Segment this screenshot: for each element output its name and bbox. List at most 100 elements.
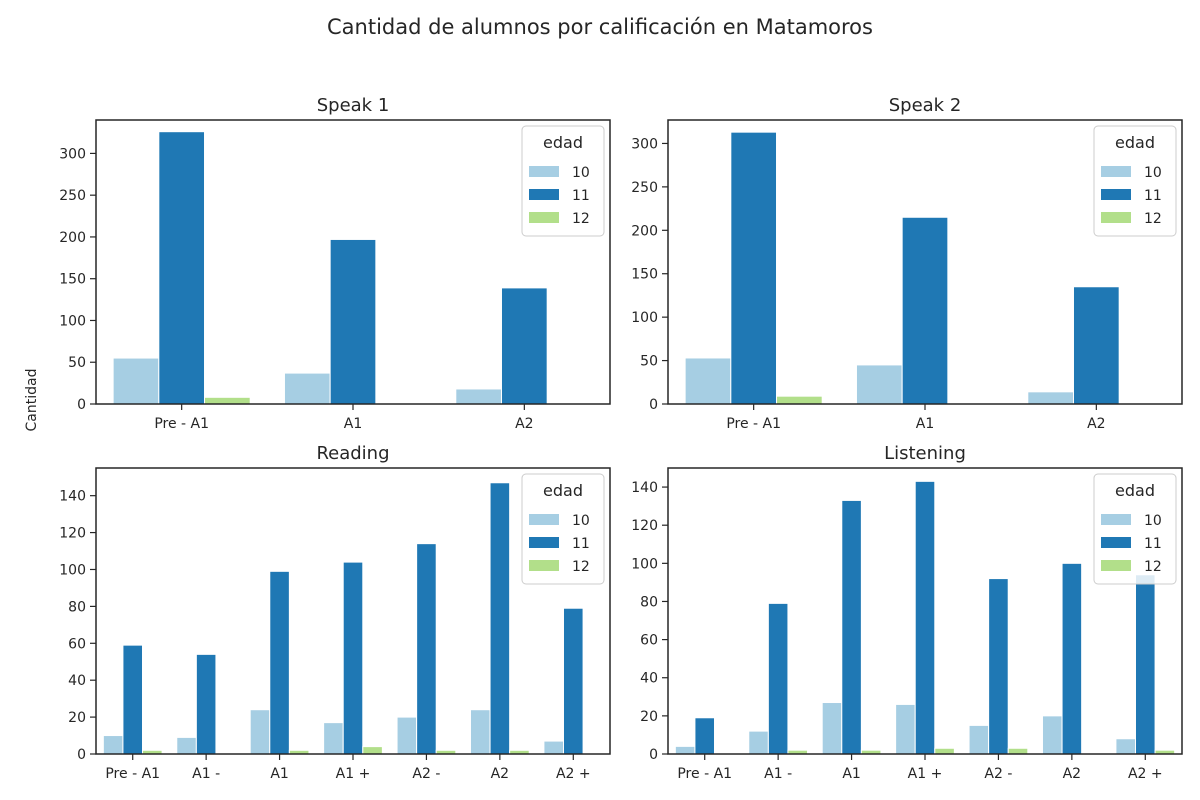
y-tick-label: 300 — [631, 136, 658, 152]
y-tick-label: 100 — [59, 562, 86, 578]
bar-12-0 — [776, 395, 823, 405]
legend-swatch-11 — [1101, 537, 1131, 548]
bar-12-3 — [934, 747, 955, 755]
bar-11-5 — [1061, 562, 1083, 755]
bar-10-1 — [855, 364, 903, 405]
legend-label: 10 — [1144, 513, 1162, 529]
y-tick-label: 60 — [640, 633, 658, 649]
bar-10-4 — [396, 716, 418, 755]
y-tick-label: 150 — [631, 267, 658, 283]
y-tick-label: 0 — [77, 397, 86, 413]
bar-10-1 — [283, 372, 331, 405]
x-tick-label: A1 - — [192, 766, 220, 782]
x-tick-label: Pre - A1 — [677, 766, 732, 782]
y-tick-label: 20 — [68, 710, 86, 726]
x-tick-label: A1 — [270, 766, 288, 782]
legend-swatch-10 — [1101, 166, 1131, 177]
x-tick-label: Pre - A1 — [105, 766, 160, 782]
bar-11-0 — [730, 131, 778, 405]
bar-11-5 — [489, 482, 511, 755]
bar-11-2 — [841, 499, 862, 755]
bar-12-0 — [204, 396, 251, 405]
bar-10-6 — [543, 740, 564, 755]
legend-label: 11 — [572, 188, 590, 204]
y-tick-label: 60 — [68, 636, 86, 652]
subplot-2: Reading 0 20 40 60 80 100 120 140 Pre - A1 A1 - A1 A… — [59, 443, 611, 782]
bar-11-3 — [342, 561, 364, 755]
y-tick-label: 140 — [631, 480, 658, 496]
x-tick-label: A2 + — [1128, 766, 1163, 782]
bar-10-3 — [895, 703, 916, 755]
x-tick-label: A1 — [916, 416, 934, 432]
bar-11-2 — [500, 287, 548, 405]
y-tick-label: 0 — [77, 747, 86, 763]
bar-10-1 — [748, 730, 769, 755]
subplot-title: Listening — [884, 443, 966, 464]
x-tick-label: A2 — [491, 766, 509, 782]
legend-swatch-12 — [1101, 560, 1131, 571]
x-tick-label: A1 - — [764, 766, 792, 782]
legend: edad 10 11 12 — [521, 473, 605, 585]
bar-10-2 — [821, 702, 843, 755]
legend-label: 11 — [1144, 188, 1162, 204]
legend-swatch-12 — [529, 212, 559, 223]
legend-label: 10 — [572, 165, 590, 181]
bar-11-6 — [1134, 574, 1156, 755]
bar-11-0 — [158, 131, 206, 405]
legend-title: edad — [543, 481, 583, 500]
y-tick-label: 80 — [640, 594, 658, 610]
axes-frame — [667, 467, 1183, 755]
bar-11-1 — [329, 238, 377, 405]
bar-10-2 — [249, 709, 271, 755]
y-tick-label: 150 — [59, 272, 86, 288]
y-tick-label: 120 — [631, 518, 658, 534]
y-tick-label: 250 — [59, 188, 86, 204]
bar-12-4 — [1007, 747, 1029, 755]
subplot-title: Speak 1 — [317, 95, 390, 116]
bar-11-0 — [122, 644, 144, 755]
x-tick-label: A1 — [842, 766, 860, 782]
legend-swatch-10 — [529, 514, 559, 525]
legend-swatch-11 — [1101, 189, 1131, 200]
legend: edad 10 11 12 — [1093, 473, 1177, 585]
legend-box — [521, 125, 605, 237]
subplot-title: Reading — [316, 443, 389, 464]
bar-11-2 — [1072, 286, 1120, 405]
axes-frame — [95, 119, 611, 405]
y-tick-label: 0 — [649, 397, 658, 413]
bar-10-5 — [1041, 715, 1063, 755]
bar-10-0 — [674, 745, 696, 755]
x-tick-label: A2 — [1087, 416, 1105, 432]
x-tick-label: A2 — [515, 416, 533, 432]
legend: edad 10 11 12 — [521, 125, 605, 237]
legend-title: edad — [543, 133, 583, 152]
y-tick-label: 50 — [68, 355, 86, 371]
legend-label: 12 — [1144, 559, 1162, 575]
y-axis-label: Cantidad — [24, 369, 40, 432]
x-tick-label: A2 - — [984, 766, 1012, 782]
bar-11-4 — [988, 578, 1009, 755]
bar-10-0 — [102, 735, 124, 755]
legend-label: 12 — [572, 211, 590, 227]
subplot-0: Speak 1 0 50 100 150 200 250 300 Pre - A1 A1 A2 eda… — [59, 95, 611, 432]
legend-swatch-12 — [1101, 212, 1131, 223]
bar-11-6 — [562, 607, 584, 755]
y-tick-label: 100 — [631, 556, 658, 572]
y-tick-label: 80 — [68, 599, 86, 615]
y-tick-label: 40 — [640, 671, 658, 687]
y-tick-label: 200 — [631, 223, 658, 239]
bar-11-1 — [901, 216, 949, 405]
x-tick-label: A1 + — [336, 766, 371, 782]
y-tick-label: 50 — [640, 354, 658, 370]
legend-swatch-12 — [529, 560, 559, 571]
x-tick-label: A1 + — [908, 766, 943, 782]
bar-11-3 — [914, 480, 936, 755]
bar-11-1 — [195, 653, 217, 755]
y-tick-label: 40 — [68, 673, 86, 689]
legend-box — [1093, 125, 1177, 237]
legend-label: 11 — [1144, 536, 1162, 552]
bar-10-3 — [323, 722, 344, 755]
y-tick-label: 250 — [631, 180, 658, 196]
